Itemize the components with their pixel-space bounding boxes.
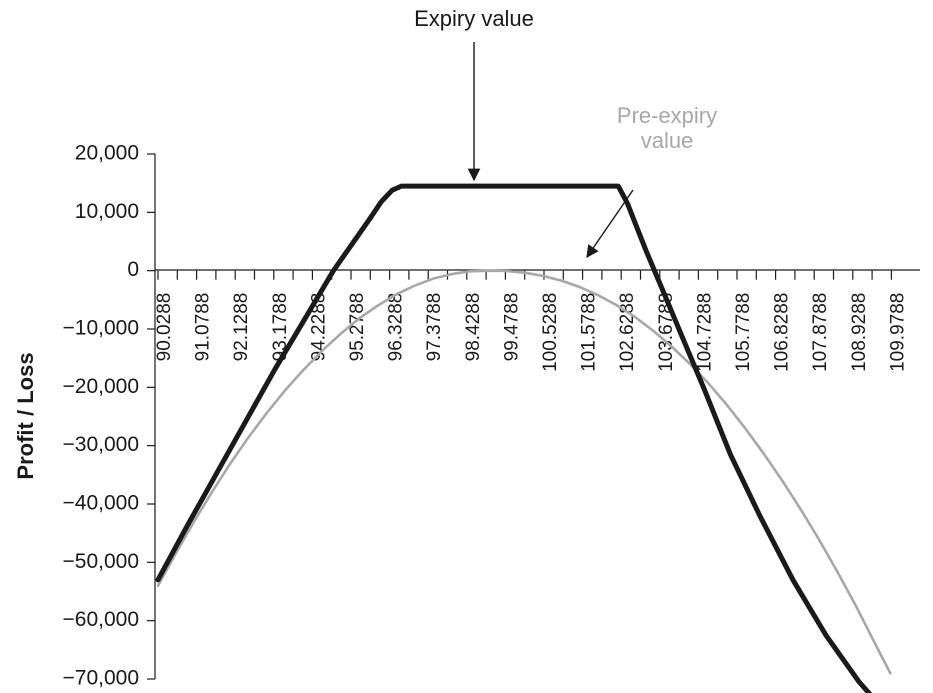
y-tick-label: −50,000 (63, 550, 140, 573)
x-tick-label: 107.8788 (810, 293, 831, 372)
y-tick-label: 20,000 (75, 142, 139, 165)
expiry-value-annotation: Expiry value (414, 6, 534, 31)
y-tick-label: −60,000 (63, 608, 140, 631)
x-tick-label: 104.7288 (694, 293, 715, 372)
x-tick-label: 101.5788 (579, 293, 600, 372)
y-tick-label: 10,000 (75, 200, 139, 223)
x-tick-label: 109.9788 (887, 293, 908, 372)
x-tick-label: 106.8288 (772, 293, 793, 372)
expiry-value-line (158, 186, 885, 693)
y-tick-label: −40,000 (63, 492, 140, 515)
y-tick-label: −10,000 (63, 317, 140, 340)
x-tick-label: 96.3288 (386, 293, 407, 362)
x-tick-label: 92.1288 (231, 293, 252, 362)
y-tick-label: −20,000 (63, 375, 140, 398)
x-tick-label: 99.4788 (501, 293, 522, 362)
y-tick-label: −30,000 (63, 433, 140, 456)
pre-expiry-value-arrow (587, 190, 633, 257)
x-tick-label: 108.9288 (849, 293, 870, 372)
y-axis-label: Profit / Loss (13, 352, 38, 479)
x-tick-label: 100.5288 (540, 293, 561, 372)
y-tick-label: 0 (127, 258, 139, 281)
x-tick-label: 105.7788 (733, 293, 754, 372)
x-tick-label: 98.4288 (463, 293, 484, 362)
x-tick-label: 102.6288 (617, 293, 638, 372)
pre-expiry-annotation-line1: Pre-expiry (617, 103, 717, 128)
series-layer (158, 186, 890, 693)
x-tick-label: 91.0788 (193, 293, 214, 362)
x-tick-label: 97.3788 (424, 293, 445, 362)
x-tick-label: 90.0288 (154, 293, 175, 362)
pre-expiry-annotation-line2: value (641, 128, 694, 153)
y-axis-ticks: 20,000 10,000 0 −10,000 −20,000 −30,000 −40,00… (63, 142, 156, 690)
x-axis-ticks: 90.0288 91.0788 92.1288 93.1788 94.2288 95.27… (154, 271, 908, 372)
y-tick-label: −70,000 (63, 667, 140, 690)
